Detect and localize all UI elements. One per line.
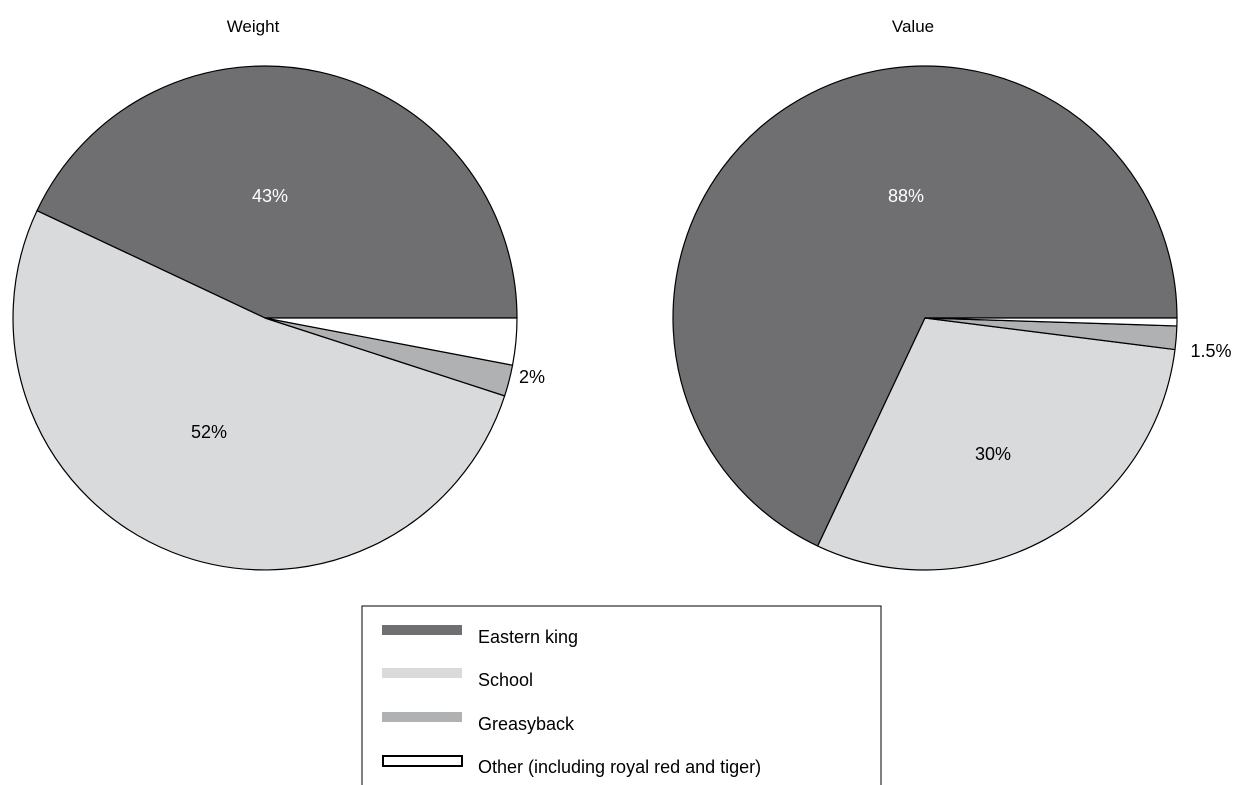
pie-title-weight: Weight bbox=[227, 17, 280, 36]
legend-label-school: School bbox=[478, 670, 533, 690]
legend-swatch-eastern-king bbox=[382, 625, 462, 635]
pie-weight-slice-other bbox=[264, 317, 518, 366]
legend: Eastern king School Greasyback Other (in… bbox=[361, 605, 882, 785]
legend-swatch-other bbox=[382, 755, 463, 767]
pie-weight-label-greasyback: 2% bbox=[519, 367, 545, 387]
pie-value-slice-eastern-king bbox=[672, 65, 1178, 547]
pie-weight-slices bbox=[12, 65, 518, 571]
pie-value-slice-other bbox=[924, 317, 1178, 327]
legend-item-school: School bbox=[382, 668, 533, 690]
pie-value-slices bbox=[672, 65, 1178, 571]
pie-weight-label-school: 52% bbox=[191, 422, 227, 442]
pie-value: Value 88% 30% 1.5% bbox=[672, 17, 1232, 571]
legend-label-greasyback: Greasyback bbox=[478, 714, 575, 734]
legend-label-eastern-king: Eastern king bbox=[478, 627, 578, 647]
pie-weight-slice-eastern-king bbox=[36, 65, 518, 319]
pie-value-label-eastern-king: 88% bbox=[888, 186, 924, 206]
pie-weight-slice-school bbox=[12, 210, 506, 571]
legend-item-greasyback: Greasyback bbox=[382, 712, 575, 734]
legend-item-other: Other (including royal red and tiger) bbox=[382, 755, 761, 777]
pie-weight-label-eastern-king: 43% bbox=[252, 186, 288, 206]
pie-value-slice-school bbox=[817, 317, 1176, 571]
pie-weight: Weight 43% 52% 2% bbox=[12, 17, 545, 571]
legend-swatch-school bbox=[382, 668, 462, 678]
pie-value-labels: 88% 30% 1.5% bbox=[888, 186, 1232, 464]
pie-weight-labels: 43% 52% 2% bbox=[191, 186, 545, 442]
legend-item-eastern-king: Eastern king bbox=[382, 625, 578, 647]
pie-title-value: Value bbox=[892, 17, 934, 36]
pie-value-label-greasyback: 1.5% bbox=[1190, 341, 1231, 361]
legend-swatch-greasyback bbox=[382, 712, 462, 722]
pie-value-label-school: 30% bbox=[975, 444, 1011, 464]
legend-label-other: Other (including royal red and tiger) bbox=[478, 757, 761, 777]
